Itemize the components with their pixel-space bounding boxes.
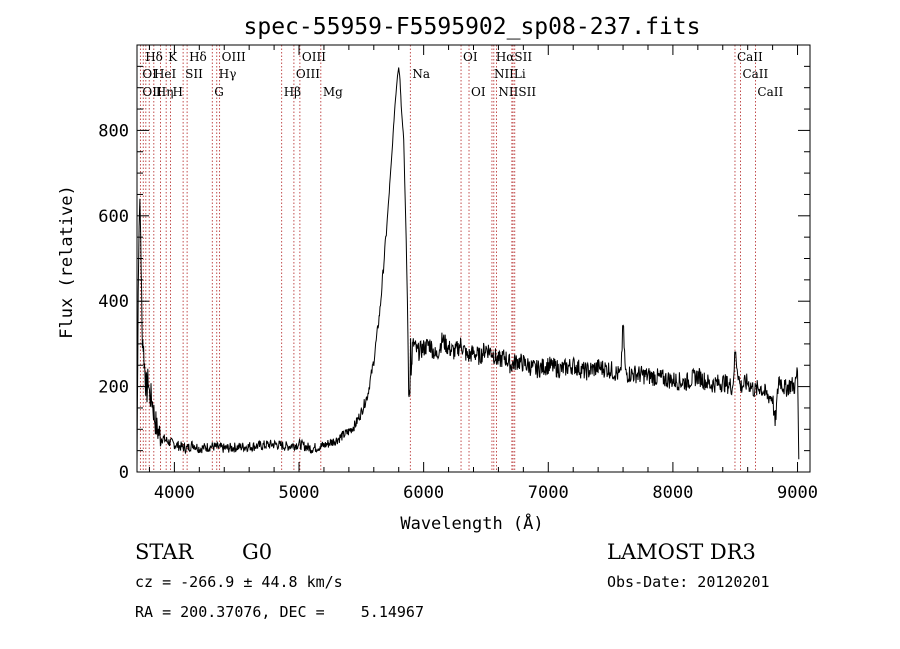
line-label: OIII [222,50,246,64]
line-label: Li [514,67,526,81]
line-label: OII [142,85,162,99]
chart-title: spec-55959-F5595902_sp08-237.fits [244,14,701,40]
line-label: CaII [737,50,763,64]
x-tick-label: 5000 [279,483,320,503]
line-label: OI [463,50,478,64]
line-label: Hγ [219,67,237,81]
obs-date-text: Obs-Date: 20120201 [607,573,770,591]
line-label: OIII [296,67,320,81]
line-label: CaII [742,67,768,81]
class-label: STAR [135,540,194,564]
x-tick-label: 7000 [528,483,569,503]
line-label: NIISII [498,85,536,99]
line-label: HαSII [496,50,533,64]
x-tick-label: 9000 [777,483,818,503]
line-label: SII [185,67,203,81]
line-label: H [173,85,183,99]
y-axis-label: Flux (relative) [57,185,77,339]
x-tick-label: 6000 [403,483,444,503]
y-tick-label: 800 [98,121,129,141]
x-tick-label: 8000 [652,483,693,503]
emission-line-markers [139,45,756,472]
line-label: HeI [154,67,177,81]
line-label: K [168,50,178,64]
redshift-text: cz = -266.9 ± 44.8 km/s [135,573,343,591]
plot-frame [136,44,811,473]
subclass-label: G0 [242,540,273,564]
line-label: NII [494,67,514,81]
x-tick-label: 4000 [154,483,195,503]
line-label: Hδ [189,50,207,64]
radec-text: RA = 200.37076, DEC = 5.14967 [135,603,424,621]
survey-label: LAMOST DR3 [607,540,756,564]
line-label: Mg [323,85,343,99]
line-label: OI [471,85,486,99]
line-label: OIII [302,50,326,64]
line-label: Na [412,67,430,81]
y-tick-label: 600 [98,207,129,227]
line-label: G [214,85,224,99]
y-tick-label: 400 [98,292,129,312]
line-label: Hη [156,85,174,99]
x-axis-label: Wavelength (Å) [400,512,543,534]
spectrum-line [136,67,800,469]
y-axis-ticks: 0 200 400 600 800 [98,65,810,483]
x-axis-ticks: 4000 5000 6000 7000 8000 9000 [148,45,818,503]
line-label: OI [142,67,157,81]
line-label: Hβ [284,85,301,99]
y-tick-label: 0 [119,463,129,483]
y-tick-label: 200 [98,378,129,398]
line-label: CaII [757,85,783,99]
line-label: Hδ [145,50,163,64]
